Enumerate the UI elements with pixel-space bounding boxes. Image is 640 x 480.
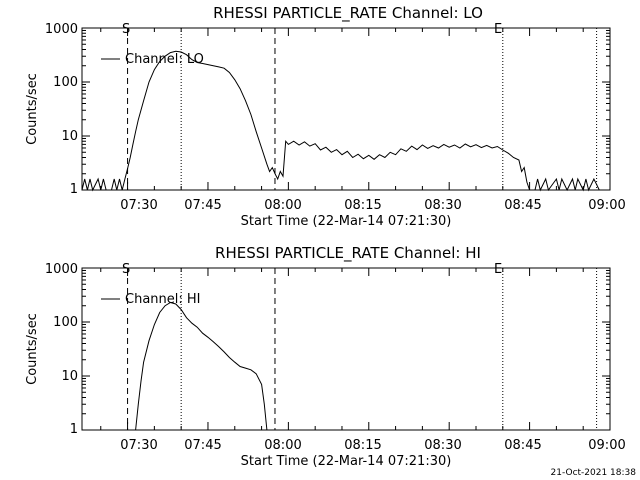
chart-title-hi: RHESSI PARTICLE_RATE Channel: HI	[215, 244, 481, 263]
axis-ticks-hi	[82, 267, 611, 431]
event-markers-lo	[127, 28, 598, 190]
x-tick-label-0845-lo: 08:45	[504, 198, 541, 213]
y-tick-label-1-lo: 1	[70, 182, 78, 197]
x-tick-label-0830-hi: 08:30	[424, 438, 461, 453]
series-path-0	[81, 50, 600, 192]
series-line-hi	[135, 301, 268, 431]
x-tick-label-0815-hi: 08:15	[344, 438, 381, 453]
axis-ticks-lo	[82, 27, 611, 191]
y-tick-label-100-hi: 100	[53, 315, 78, 330]
end-marker-label-lo: E	[494, 22, 502, 37]
plot-frame-lo	[81, 27, 611, 191]
x-tick-label-0830-lo: 08:30	[424, 198, 461, 213]
y-tick-label-1000-hi: 1000	[45, 262, 78, 277]
x-tick-label-0745-lo: 07:45	[184, 198, 221, 213]
chart-title-lo: RHESSI PARTICLE_RATE Channel: LO	[213, 4, 483, 23]
x-axis-label-lo: Start Time (22-Mar-14 07:21:30)	[241, 214, 452, 229]
start-marker-label-hi: S	[122, 262, 130, 277]
x-tick-label-0800-lo: 08:00	[264, 198, 301, 213]
chart-panel-hi: RHESSI PARTICLE_RATE Channel: HI 09:00 0…	[25, 244, 626, 469]
x-tick-label-0730-lo: 07:30	[120, 198, 157, 213]
y-tick-label-10-hi: 10	[61, 369, 78, 384]
generation-timestamp: 21-Oct-2021 18:38	[551, 468, 637, 478]
plot-frame-hi	[81, 267, 611, 431]
x-tick-label-0815-lo: 08:15	[344, 198, 381, 213]
x-tick-label-0800-hi: 08:00	[264, 438, 301, 453]
series-line-lo	[81, 50, 600, 192]
chart-panel-lo: RHESSI PARTICLE_RATE Channel: LO 09:00 0…	[25, 4, 626, 229]
y-tick-label-1-hi: 1	[70, 422, 78, 437]
x-tick-label-0730-hi: 07:30	[120, 438, 157, 453]
y-axis-label-lo: Counts/sec	[25, 73, 40, 145]
x-tick-label-0745-hi: 07:45	[184, 438, 221, 453]
series-path-0	[135, 301, 268, 431]
y-axis-label-hi: Counts/sec	[25, 313, 40, 385]
y-tick-label-10-lo: 10	[61, 129, 78, 144]
y-tick-label-1000-lo: 1000	[45, 22, 78, 37]
end-marker-label-hi: E	[494, 262, 502, 277]
x-axis-label-hi: Start Time (22-Mar-14 07:21:30)	[241, 454, 452, 469]
event-markers-hi	[127, 268, 598, 430]
x-tick-label-0900-hi: 09:00	[588, 438, 625, 453]
y-tick-label-100-lo: 100	[53, 75, 78, 90]
legend-label-hi: Channel: HI	[125, 292, 201, 307]
start-marker-label-lo: S	[122, 22, 130, 37]
legend-label-lo: Channel: LO	[125, 52, 204, 67]
x-tick-label-0900-lo: 09:00	[588, 198, 625, 213]
x-tick-label-0845-hi: 08:45	[504, 438, 541, 453]
